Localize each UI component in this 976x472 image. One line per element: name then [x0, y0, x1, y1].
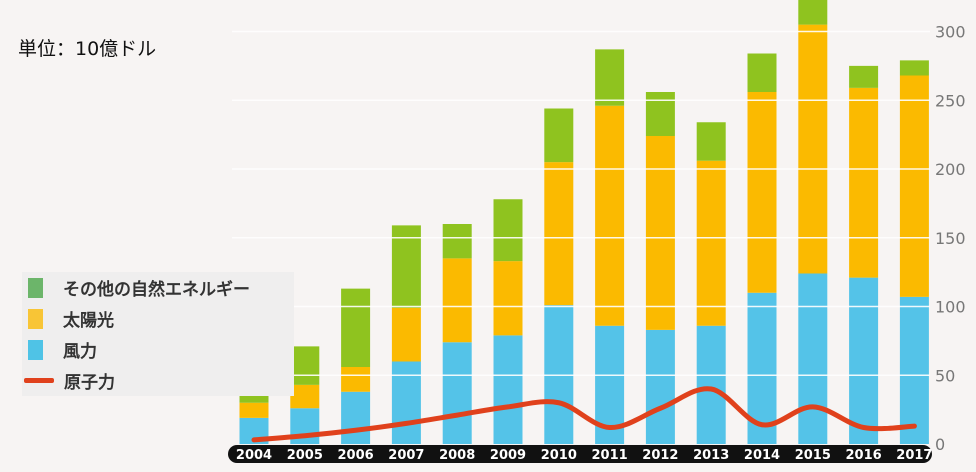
legend-swatch-wind	[28, 339, 43, 360]
bar-solar-2011	[595, 105, 625, 326]
x-tick-2009: 2009	[490, 448, 526, 463]
bar-solar-2009	[493, 261, 523, 336]
x-tick-2017: 2017	[896, 448, 932, 463]
bar-wind-2007	[391, 361, 421, 444]
x-tick-2008: 2008	[439, 448, 475, 463]
x-tick-2013: 2013	[693, 448, 729, 463]
x-tick-2010: 2010	[541, 448, 577, 463]
bar-solar-2006	[341, 367, 371, 392]
x-tick-2006: 2006	[338, 448, 374, 463]
x-tick-2012: 2012	[642, 448, 678, 463]
bar-wind-2006	[341, 391, 371, 444]
x-tick-2005: 2005	[287, 448, 323, 463]
bar-other-2009	[493, 199, 523, 262]
x-tick-2014: 2014	[744, 448, 780, 463]
y-tick-250: 250	[935, 91, 966, 110]
bar-other-2006	[341, 288, 371, 367]
bar-wind-2013	[696, 325, 726, 444]
bar-wind-2016	[849, 277, 879, 444]
bar-solar-2013	[696, 160, 726, 326]
bar-other-2005	[290, 346, 320, 385]
bar-other-2008	[442, 224, 472, 259]
bar-solar-2005	[290, 384, 320, 409]
y-tick-100: 100	[935, 298, 966, 317]
legend-swatch-solar	[28, 308, 43, 329]
y-tick-200: 200	[935, 160, 966, 179]
legend-item-wind: 風力	[22, 334, 294, 365]
unit-label: 単位：10億ドル	[18, 38, 157, 60]
bar-solar-2015	[798, 24, 828, 274]
bar-wind-2009	[493, 335, 523, 444]
bar-solar-2007	[391, 307, 421, 362]
bar-wind-2008	[442, 342, 472, 444]
bar-solar-2012	[645, 136, 675, 330]
bar-other-2007	[391, 225, 421, 308]
legend-item-other: その他の自然エネルギー	[22, 272, 294, 303]
bar-other-2013	[696, 122, 726, 161]
bar-solar-2004	[239, 402, 269, 418]
bar-other-2015	[798, 0, 828, 25]
bar-other-2017	[899, 60, 929, 76]
bar-solar-2017	[899, 75, 929, 297]
bar-solar-2008	[442, 258, 472, 343]
legend-item-nuclear: 原子力	[22, 365, 294, 396]
bar-other-2016	[849, 65, 879, 88]
x-tick-2007: 2007	[388, 448, 424, 463]
y-tick-300: 300	[935, 23, 966, 42]
bar-solar-2010	[544, 162, 574, 306]
line-nuclear	[251, 386, 917, 443]
bar-other-2010	[544, 108, 574, 163]
legend-label-nuclear: 原子力	[64, 373, 115, 393]
legend-swatch-other	[28, 277, 43, 298]
legend-swatch-nuclear	[24, 378, 54, 383]
y-tick-50: 50	[935, 366, 955, 385]
bar-other-2012	[645, 92, 675, 136]
legend-label-wind: 風力	[63, 342, 97, 362]
x-tick-2015: 2015	[795, 448, 831, 463]
bar-wind-2012	[645, 329, 675, 444]
y-tick-150: 150	[935, 229, 966, 248]
bar-solar-2016	[849, 87, 879, 278]
legend-label-solar: 太陽光	[63, 311, 114, 331]
y-tick-0: 0	[935, 435, 945, 454]
legend-item-solar: 太陽光	[22, 303, 294, 334]
x-tick-2004: 2004	[236, 448, 272, 463]
bar-wind-2017	[899, 296, 929, 444]
bar-other-2011	[595, 49, 625, 106]
legend-label-other: その他の自然エネルギー	[63, 280, 250, 300]
bar-solar-2014	[747, 92, 777, 293]
x-axis-band	[228, 445, 932, 463]
x-tick-2011: 2011	[592, 448, 628, 463]
bar-other-2014	[747, 53, 777, 92]
legend: その他の自然エネルギー 太陽光 風力 原子力	[22, 272, 294, 396]
bar-wind-2015	[798, 273, 828, 444]
x-tick-2016: 2016	[846, 448, 882, 463]
